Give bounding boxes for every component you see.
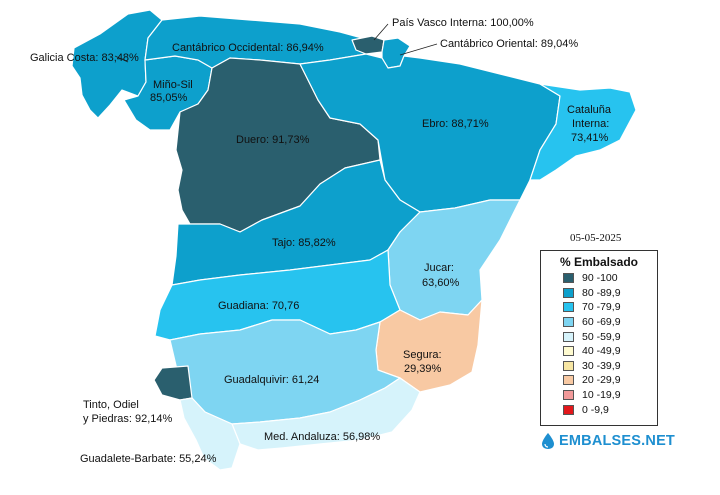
label-mino-sil-name: Miño-Sil (153, 79, 193, 91)
legend-swatch (563, 331, 574, 342)
region-med-andaluza[interactable] (231, 377, 421, 451)
leader-pais-vasco-interna (373, 23, 389, 41)
legend-rows: 90 -100 80 -89,9 70 -79,9 60 -69,9 50 -59,9 4… (541, 271, 657, 417)
label-tinto-line2: y Piedras: 92,14% (83, 413, 172, 425)
legend-label: 30 -39,9 (582, 359, 621, 372)
legend-swatch (563, 287, 574, 298)
leader-cantabrico-oriental (399, 43, 438, 56)
legend-row: 30 -39,9 (541, 359, 657, 374)
legend-swatch (563, 390, 574, 401)
legend-row: 0 -9,9 (541, 402, 657, 417)
label-galicia-costa: Galicia Costa: 83,48% (30, 52, 139, 64)
legend-swatch (563, 375, 574, 386)
label-pais-vasco-interna: País Vasco Interna: 100,00% (392, 17, 534, 29)
legend-label: 40 -49,9 (582, 345, 621, 358)
label-jucar-value: 63,60% (422, 277, 460, 289)
label-guadalquivir: Guadalquivir: 61,24 (224, 374, 319, 386)
label-cataluna-line1: Cataluña (567, 104, 612, 116)
label-segura-value: 29,39% (404, 363, 442, 375)
label-cataluna-line2: Interna: (572, 118, 609, 130)
legend-label: 0 -9,9 (582, 403, 609, 416)
legend-label: 70 -79,9 (582, 301, 621, 314)
region-guadalete-barbate[interactable] (179, 397, 241, 471)
label-tajo: Tajo: 85,82% (272, 237, 336, 249)
legend-swatch (563, 302, 574, 313)
label-cantabrico-oriental: Cantábrico Oriental: 89,04% (440, 38, 578, 50)
map-date: 05-05-2025 (570, 232, 622, 244)
label-cantabrico-occidental: Cantábrico Occidental: 86,94% (172, 42, 324, 54)
legend-label: 50 -59,9 (582, 330, 621, 343)
label-jucar-name: Jucar: (424, 262, 454, 274)
legend-swatch (563, 317, 574, 328)
label-duero: Duero: 91,73% (236, 134, 310, 146)
legend-swatch (563, 273, 574, 284)
legend-label: 80 -89,9 (582, 286, 621, 299)
legend-row: 80 -89,9 (541, 286, 657, 301)
legend-row: 60 -69,9 (541, 315, 657, 330)
legend: % Embalsado 90 -100 80 -89,9 70 -79,9 60 -6… (540, 250, 658, 426)
label-cataluna-line3: 73,41% (571, 132, 609, 144)
legend-title: % Embalsado (559, 255, 639, 269)
legend-swatch (563, 360, 574, 371)
region-tinto-odiel-piedras[interactable] (153, 365, 193, 401)
legend-label: 60 -69,9 (582, 316, 621, 329)
legend-row: 90 -100 (541, 271, 657, 286)
legend-label: 90 -100 (582, 272, 618, 285)
brand-logo[interactable]: EMBALSES.NET (541, 432, 675, 450)
leader-galicia-costa (114, 55, 129, 63)
legend-row: 50 -59,9 (541, 329, 657, 344)
brand-name: EMBALSES.NET (559, 433, 675, 449)
region-cataluna-interna[interactable] (529, 83, 637, 181)
legend-row: 10 -19,9 (541, 388, 657, 403)
label-ebro: Ebro: 88,71% (422, 118, 489, 130)
label-guadiana: Guadiana: 70,76 (218, 300, 299, 312)
label-segura-name: Segura: (403, 349, 442, 361)
water-drop-icon (542, 433, 554, 449)
legend-swatch (563, 404, 574, 415)
label-guadalete-barbate: Guadalete-Barbate: 55,24% (80, 453, 217, 465)
legend-row: 70 -79,9 (541, 300, 657, 315)
label-med-andaluza: Med. Andaluza: 56,98% (264, 431, 380, 443)
legend-row: 20 -29,9 (541, 373, 657, 388)
legend-row: 40 -49,9 (541, 344, 657, 359)
legend-swatch (563, 346, 574, 357)
legend-label: 10 -19,9 (582, 389, 621, 402)
label-tinto-line1: Tinto, Odiel (83, 399, 139, 411)
label-mino-sil-value: 85,05% (150, 92, 188, 104)
legend-label: 20 -29,9 (582, 374, 621, 387)
